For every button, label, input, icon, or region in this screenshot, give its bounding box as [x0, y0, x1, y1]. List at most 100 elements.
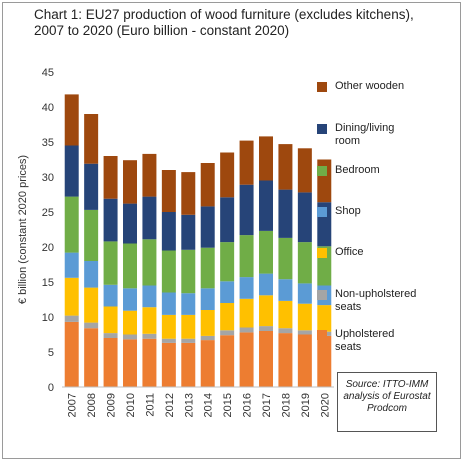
legend-swatch-office [317, 248, 327, 258]
bar-segment-upholstered-seats-2013 [181, 342, 196, 387]
bar-segment-other-wooden-2017 [259, 136, 273, 181]
bar-segment-upholstered-seats-2011 [142, 338, 157, 387]
bar-segment-shop-2009 [103, 284, 118, 307]
legend-swatch-dining-living-room [317, 124, 327, 134]
bar-segment-other-wooden-2011 [142, 153, 157, 197]
legend-item-upholstered-seats: Upholstered seats [317, 328, 405, 354]
bar-segment-shop-2019 [297, 283, 312, 304]
bar-segment-upholstered-seats-2020 [317, 335, 332, 387]
x-tick-label: 2019 [300, 393, 312, 417]
bar-segment-shop-2008 [84, 261, 99, 288]
x-tick-label: 2010 [125, 393, 137, 417]
bar-segment-upholstered-seats-2010 [123, 339, 137, 387]
bar-segment-shop-2018 [278, 279, 293, 301]
y-tick-label: 45 [42, 67, 54, 79]
legend-item-bedroom: Bedroom [317, 164, 445, 177]
bar-segment-other-wooden-2007 [64, 94, 79, 146]
legend-item-office: Office [317, 246, 445, 259]
bar-segment-shop-2014 [200, 288, 215, 310]
bar-segment-shop-2012 [161, 292, 176, 315]
bar-segment-dining-living-room-2018 [278, 189, 293, 238]
bar-segment-dining-living-room-2009 [103, 198, 118, 242]
y-tick-label: 30 [42, 172, 54, 184]
bar-segment-other-wooden-2015 [220, 152, 235, 198]
bar-segment-upholstered-seats-2015 [220, 335, 235, 387]
bar-segment-other-wooden-2009 [103, 156, 118, 199]
bar-segment-bedroom-2018 [278, 237, 293, 280]
bar-segment-dining-living-room-2010 [123, 203, 137, 244]
bar-segment-office-2014 [200, 310, 215, 336]
bar-segment-bedroom-2008 [84, 209, 99, 261]
bar-segment-other-wooden-2018 [278, 144, 293, 190]
bar-segment-office-2012 [161, 314, 176, 339]
legend-label-non-upholstered-seats: Non-upholstered seats [335, 288, 417, 313]
bar-segment-office-2015 [220, 303, 235, 331]
bar-segment-office-2009 [103, 306, 118, 334]
bar-segment-shop-2010 [123, 288, 137, 311]
bar-segment-upholstered-seats-2008 [84, 328, 99, 387]
bar-segment-dining-living-room-2013 [181, 214, 196, 250]
y-tick-label: 40 [42, 102, 54, 114]
bar-segment-non-upholstered-seats-2008 [84, 322, 99, 329]
bar-segment-bedroom-2015 [220, 242, 235, 282]
bar-segment-bedroom-2017 [259, 230, 273, 274]
bar-segment-non-upholstered-seats-2014 [200, 335, 215, 341]
bar-segment-shop-2007 [64, 252, 79, 278]
legend-swatch-other-wooden [317, 82, 327, 92]
x-tick-label: 2012 [164, 393, 176, 417]
bar-segment-dining-living-room-2014 [200, 206, 215, 248]
bar-segment-office-2011 [142, 307, 157, 334]
y-tick-label: 15 [42, 277, 54, 289]
bar-segment-office-2017 [259, 295, 273, 327]
bar-segment-shop-2015 [220, 281, 235, 303]
bar-segment-office-2018 [278, 300, 293, 329]
legend-label-shop: Shop [335, 205, 361, 217]
bar-segment-office-2019 [297, 303, 312, 331]
bar-segment-non-upholstered-seats-2019 [297, 330, 312, 335]
y-tick-label: 10 [42, 312, 54, 324]
bar-segment-other-wooden-2014 [200, 163, 215, 207]
x-tick-label: 2020 [319, 393, 331, 417]
bar-segment-non-upholstered-seats-2013 [181, 338, 196, 343]
bar-segment-other-wooden-2010 [123, 160, 137, 204]
bar-segment-dining-living-room-2015 [220, 197, 235, 243]
x-tick-label: 2015 [222, 393, 234, 417]
bar-segment-other-wooden-2012 [161, 170, 176, 212]
legend-item-dining-living-room: Dining/living room [317, 122, 413, 148]
legend-label-upholstered-seats: Upholstered seats [335, 328, 395, 353]
bar-segment-dining-living-room-2017 [259, 180, 273, 231]
bar-segment-bedroom-2011 [142, 239, 157, 286]
y-tick-label: 25 [42, 207, 54, 219]
legend-label-dining-living-room: Dining/living room [335, 122, 395, 147]
bar-segment-other-wooden-2008 [84, 114, 99, 164]
bar-segment-other-wooden-2016 [239, 140, 254, 185]
y-tick-label: 35 [42, 137, 54, 149]
source-note: Source: ITTO-IMM analysis of Eurostat Pr… [337, 372, 437, 432]
legend-swatch-bedroom [317, 166, 327, 176]
legend-label-bedroom: Bedroom [335, 164, 380, 176]
bar-segment-upholstered-seats-2012 [161, 342, 176, 387]
bar-segment-office-2016 [239, 298, 254, 328]
legend-swatch-shop [317, 207, 327, 217]
x-tick-label: 2011 [144, 393, 156, 417]
legend-item-non-upholstered-seats: Non-upholstered seats [317, 288, 435, 314]
bar-segment-dining-living-room-2008 [84, 163, 99, 210]
bar-segment-bedroom-2019 [297, 242, 312, 284]
bar-segment-bedroom-2013 [181, 249, 196, 294]
bar-segment-non-upholstered-seats-2018 [278, 328, 293, 334]
bar-segment-non-upholstered-seats-2010 [123, 334, 137, 340]
legend-swatch-upholstered-seats [317, 330, 327, 340]
bar-segment-upholstered-seats-2018 [278, 333, 293, 387]
bar-segment-non-upholstered-seats-2016 [239, 327, 254, 333]
bar-segment-office-2008 [84, 287, 99, 323]
bar-segment-non-upholstered-seats-2007 [64, 315, 79, 322]
legend-swatch-non-upholstered-seats [317, 290, 327, 300]
bar-segment-dining-living-room-2011 [142, 196, 157, 240]
bar-segment-shop-2016 [239, 277, 254, 299]
bar-segment-bedroom-2016 [239, 235, 254, 278]
bar-segment-bedroom-2007 [64, 196, 79, 253]
bar-segment-upholstered-seats-2007 [64, 321, 79, 387]
legend-label-office: Office [335, 246, 364, 258]
y-tick-label: 20 [42, 242, 54, 254]
